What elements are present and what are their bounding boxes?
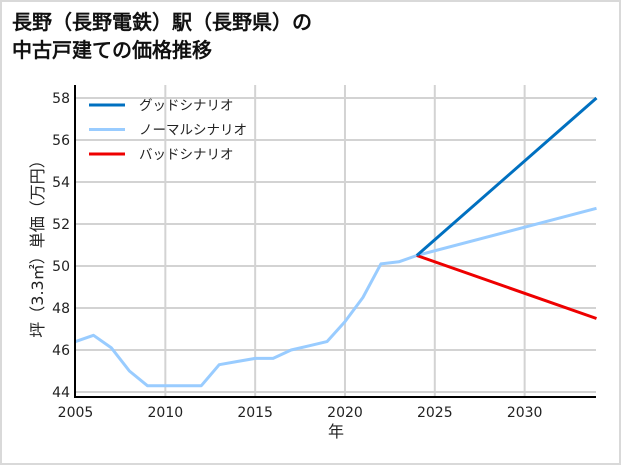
y-tick-label: 56 xyxy=(52,133,70,149)
x-tick-label: 2025 xyxy=(417,405,453,421)
x-tick-label: 2020 xyxy=(327,405,363,421)
y-tick-label: 48 xyxy=(52,301,70,317)
legend-label: グッドシナリオ xyxy=(139,98,234,114)
chart-title-line1: 長野（長野電鉄）駅（長野県）の xyxy=(12,10,312,34)
y-tick-label: 52 xyxy=(52,217,70,233)
axes: 2005 2010 2015 2020 2025 2030 44 46 48 50 52 54 56 58 xyxy=(52,85,596,421)
y-tick-label: 50 xyxy=(52,259,70,275)
legend-label: バッドシナリオ xyxy=(139,147,234,163)
y-tick-label: 54 xyxy=(52,175,70,191)
x-tick-label: 2005 xyxy=(58,405,94,421)
y-tick-label: 46 xyxy=(52,343,70,359)
y-tick-label: 44 xyxy=(52,385,70,401)
legend-label: ノーマルシナリオ xyxy=(139,123,247,139)
series-line xyxy=(415,96,598,257)
series-line xyxy=(75,206,597,388)
y-axis-label: 坪（3.3㎡）単価（万円） xyxy=(28,152,47,337)
y-tick-label: 58 xyxy=(52,91,70,107)
x-axis-label: 年 xyxy=(328,422,344,441)
x-tick-label: 2030 xyxy=(507,405,543,421)
data-lines xyxy=(75,96,598,388)
x-tick-label: 2010 xyxy=(148,405,184,421)
chart-title-line2: 中古戸建ての価格推移 xyxy=(12,38,212,62)
series-line xyxy=(416,254,597,320)
x-tick-label: 2015 xyxy=(237,405,273,421)
chart-title: 長野（長野電鉄）駅（長野県）の 中古戸建ての価格推移 xyxy=(12,8,312,64)
